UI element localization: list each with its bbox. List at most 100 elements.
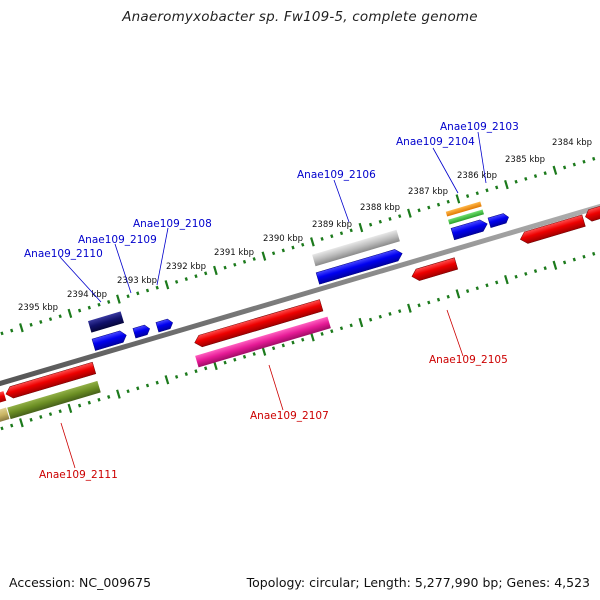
- scale-tick-top: [10, 328, 14, 333]
- scale-tick-bottom: [155, 380, 159, 385]
- scale-tick-top: [310, 237, 315, 247]
- gene-labels-top: Anae109_2103 Anae109_2104 Anae109_2106 A…: [24, 121, 519, 260]
- scale-tick-top: [485, 188, 489, 193]
- scale-tick-top: [116, 294, 121, 304]
- scale-tick-bottom: [126, 389, 130, 394]
- gene-label-anae109-2106: Anae109_2106: [297, 169, 376, 181]
- scale-tick-top: [223, 265, 227, 270]
- scale-tick-top: [446, 199, 450, 204]
- scale-tick-top: [320, 237, 324, 241]
- scale-tick-bottom: [233, 357, 237, 362]
- scale-tick-bottom: [349, 323, 353, 328]
- scale-tick-bottom: [398, 309, 402, 313]
- scale-tick-top: [87, 305, 91, 310]
- genome-backbone: [0, 203, 600, 387]
- scale-tick-bottom: [572, 257, 576, 262]
- scale-tick-top: [204, 271, 208, 276]
- scale-tick-bottom: [533, 269, 538, 273]
- scale-track-top: [0, 156, 596, 336]
- scale-tick-bottom: [562, 260, 567, 265]
- gene-label-anae109-2105: Anae109_2105: [429, 354, 508, 366]
- gene-anae109-2107: [195, 316, 331, 368]
- scale-tick-bottom: [194, 369, 198, 374]
- gene-anae109-2104-orange: [445, 201, 482, 217]
- gene-label-anae109-2107: Anae109_2107: [250, 410, 329, 422]
- gene-anae109-2106-gray: [312, 229, 400, 267]
- gene-features-top: [87, 201, 509, 351]
- scale-tick-top: [407, 208, 412, 218]
- scale-tick-bottom: [184, 372, 188, 376]
- scale-tick-bottom: [436, 297, 441, 302]
- scale-tick-top: [164, 280, 170, 290]
- gene-red-left: [5, 361, 97, 399]
- accession-info: Accession: NC_009675: [9, 575, 152, 590]
- scale-label: 2387 kbp: [408, 187, 448, 197]
- scale-tick-top: [233, 262, 237, 267]
- scale-tick-bottom: [0, 426, 4, 431]
- scale-tick-top: [29, 322, 33, 327]
- scale-tick-top: [0, 331, 4, 336]
- scale-tick-top: [136, 291, 140, 296]
- scale-tick-bottom: [339, 326, 344, 331]
- gene-anae109-2108: [155, 318, 173, 333]
- scale-tick-top: [107, 300, 111, 304]
- scale-tick-top: [194, 274, 198, 279]
- scale-label: 2395 kbp: [18, 303, 58, 313]
- scale-tick-bottom: [378, 314, 382, 319]
- scale-tick-top: [155, 285, 159, 290]
- scale-tick-top: [77, 308, 82, 313]
- gene-anae109-2111: [7, 380, 101, 420]
- scale-track-bottom: [0, 251, 596, 431]
- scale-tick-top: [39, 320, 43, 324]
- scale-label: 2391 kbp: [214, 248, 254, 258]
- scale-tick-top: [301, 242, 305, 247]
- scale-labels: 2384 kbp 2385 kbp 2386 kbp 2387 kbp 2388…: [18, 138, 592, 313]
- scale-tick-top: [427, 205, 431, 210]
- scale-tick-top: [562, 165, 567, 170]
- scale-tick-bottom: [281, 343, 285, 348]
- scale-tick-bottom: [252, 352, 256, 356]
- scale-tick-bottom: [242, 354, 247, 359]
- scale-tick-bottom: [87, 400, 91, 405]
- scale-tick-bottom: [524, 272, 528, 276]
- gene-label-anae109-2104: Anae109_2104: [396, 136, 475, 148]
- scale-tick-top: [398, 214, 402, 218]
- scale-tick-top: [524, 177, 528, 181]
- scale-tick-top: [281, 248, 285, 253]
- scale-tick-bottom: [465, 289, 470, 293]
- scale-tick-bottom: [58, 409, 62, 414]
- scale-label: 2392 kbp: [166, 262, 206, 272]
- scale-tick-bottom: [514, 274, 518, 279]
- scale-tick-bottom: [446, 294, 450, 299]
- scale-tick-bottom: [291, 340, 295, 345]
- scale-tick-top: [378, 219, 382, 224]
- scale-label: 2393 kbp: [117, 276, 157, 286]
- scale-tick-bottom: [388, 312, 392, 316]
- scale-tick-bottom: [427, 300, 431, 305]
- gene-tan-edge: [0, 407, 10, 423]
- scale-tick-top: [455, 194, 461, 204]
- scale-tick-top: [495, 185, 499, 190]
- scale-tick-bottom: [116, 389, 121, 399]
- scale-tick-bottom: [330, 329, 334, 334]
- gene-anae109-2103: [487, 213, 509, 228]
- scale-tick-bottom: [77, 403, 82, 408]
- scale-tick-bottom: [67, 403, 73, 414]
- scale-tick-bottom: [223, 360, 227, 365]
- scale-tick-bottom: [39, 415, 43, 419]
- scale-tick-bottom: [145, 383, 150, 388]
- gene-anae109-2110: [91, 330, 127, 351]
- scale-tick-top: [475, 191, 479, 196]
- scale-tick-bottom: [552, 260, 558, 270]
- scale-tick-top: [126, 294, 130, 299]
- gene-red-edge: [0, 391, 7, 403]
- scale-tick-top: [19, 323, 24, 333]
- scale-tick-bottom: [592, 251, 596, 256]
- scale-tick-top: [330, 234, 334, 239]
- scale-tick-bottom: [485, 283, 489, 288]
- scale-tick-top: [368, 222, 373, 227]
- scale-tick-bottom: [204, 366, 208, 371]
- label-leaders: [59, 131, 487, 469]
- scale-tick-top: [358, 222, 364, 233]
- scale-tick-bottom: [164, 375, 170, 385]
